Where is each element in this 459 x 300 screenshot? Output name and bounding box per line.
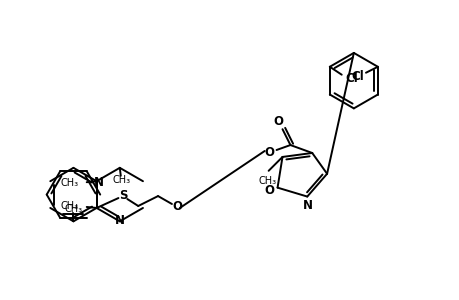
Text: O: O xyxy=(264,146,274,160)
Text: CH₃: CH₃ xyxy=(258,176,276,186)
Text: N: N xyxy=(302,199,313,212)
Text: Cl: Cl xyxy=(351,70,364,83)
Text: CH₃: CH₃ xyxy=(112,175,130,185)
Text: N: N xyxy=(115,214,124,227)
Text: N: N xyxy=(94,176,103,189)
Text: CH₃: CH₃ xyxy=(61,178,78,188)
Text: S: S xyxy=(119,189,127,202)
Text: O: O xyxy=(172,200,181,214)
Text: Cl: Cl xyxy=(345,72,357,85)
Text: O: O xyxy=(264,184,274,197)
Text: CH₃: CH₃ xyxy=(61,201,78,211)
Text: O: O xyxy=(273,115,283,128)
Text: CH₃: CH₃ xyxy=(64,204,82,214)
